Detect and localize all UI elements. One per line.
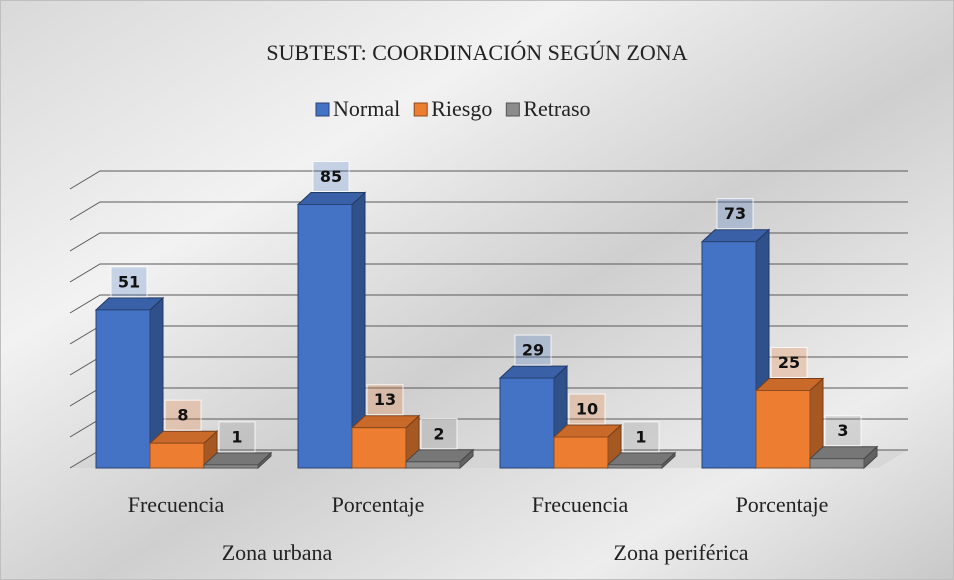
bar-front (351, 427, 407, 469)
data-label: 85 (320, 167, 342, 186)
data-label-box (568, 393, 606, 425)
bar-front (553, 436, 609, 469)
data-label-box (164, 399, 202, 431)
legend-swatch (315, 102, 330, 117)
data-label: 10 (576, 400, 598, 419)
grid-line (69, 263, 908, 283)
bar-front (607, 464, 663, 469)
data-label-box (770, 347, 808, 378)
bar (296, 191, 367, 470)
chart-title: SUBTEST: COORDINACIÓN SEGÚN ZONA (266, 40, 687, 65)
legend-swatch (505, 102, 520, 117)
bar (94, 296, 165, 470)
group-label: Zona urbana (222, 540, 333, 565)
data-label-box (716, 198, 754, 230)
data-label-box (420, 418, 458, 450)
data-label-box (622, 421, 660, 453)
bar-front (405, 461, 461, 469)
legend-label: Retraso (523, 96, 590, 121)
data-label: 1 (231, 427, 242, 446)
data-label: 51 (118, 272, 140, 291)
data-label: 3 (837, 421, 848, 440)
bar (350, 414, 421, 470)
grid-line (69, 232, 908, 252)
bar-front (203, 464, 259, 469)
legend-label: Normal (333, 96, 400, 121)
data-label: 1 (635, 427, 646, 446)
data-label: 73 (724, 204, 746, 223)
bar (606, 451, 677, 470)
data-label-box (514, 334, 552, 366)
grid-line (69, 170, 908, 190)
bar (498, 364, 569, 470)
data-label-box (110, 266, 148, 298)
data-label: 25 (778, 353, 800, 372)
floor (70, 450, 908, 468)
group-label: Zona periférica (614, 540, 749, 565)
data-label: 2 (433, 424, 444, 443)
bar (754, 377, 825, 470)
bar-front (755, 390, 811, 469)
bar (148, 430, 219, 470)
data-label-box (824, 415, 862, 447)
grid-line (69, 294, 908, 314)
data-label-box (218, 421, 256, 453)
data-label-box (312, 161, 350, 192)
data-label: 13 (374, 390, 396, 409)
x-tick-label: Porcentaje (736, 492, 829, 517)
grid-line (69, 201, 908, 221)
bar-front (809, 458, 865, 469)
x-tick-label: Frecuencia (128, 492, 225, 517)
bar-front (297, 204, 353, 469)
data-label: 8 (177, 406, 188, 425)
legend-swatch (413, 102, 428, 117)
legend: Normal Riesgo Retraso (315, 96, 591, 121)
bar-front (95, 309, 151, 469)
bar (404, 448, 475, 470)
legend-label: Riesgo (431, 96, 492, 121)
x-tick-label: Frecuencia (532, 492, 629, 517)
bar-front (701, 241, 757, 469)
bar (808, 445, 879, 470)
data-label-box (366, 384, 404, 416)
bar-front (499, 377, 555, 469)
bar (202, 451, 273, 470)
x-tick-label: Porcentaje (332, 492, 425, 517)
data-label: 29 (522, 341, 544, 360)
bar (552, 423, 623, 470)
bar-front (149, 442, 205, 469)
